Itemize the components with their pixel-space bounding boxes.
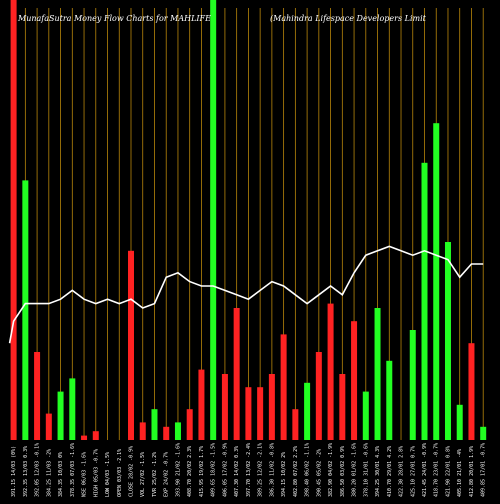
x-tick-label: 397.70 13/02 -2.4%	[246, 443, 252, 497]
x-tick-label: 389.25 12/02 -2.1%	[258, 443, 264, 497]
x-tick-label: 406.05 17/02 -0.9%	[222, 443, 228, 497]
bar	[444, 242, 451, 440]
x-tick-label: 390.45 05/02 -2%	[316, 449, 322, 497]
bar	[45, 413, 52, 440]
x-tick-label: 398.40 06/02 -1.1%	[305, 443, 311, 497]
flow-line-series	[8, 245, 484, 344]
x-tick-label: 412.80 20/01 1.9%	[469, 446, 475, 497]
bar	[362, 391, 369, 440]
bar	[315, 352, 322, 440]
x-tick-label: TVR 25/02 -1.2%	[152, 452, 158, 497]
bar	[128, 250, 134, 440]
flow-line	[8, 245, 484, 344]
x-tick-label: 421.90 22/01 0.8%	[445, 446, 451, 497]
x-tick-label: 415.95 19/02 1.7%	[199, 446, 205, 497]
x-tick-label: CLOSE 28/02 -0.9%	[129, 446, 135, 497]
bar	[10, 0, 17, 440]
bar	[339, 374, 346, 440]
bar	[409, 330, 416, 440]
x-tick-label: 384.25 11/03 -2%	[46, 449, 52, 497]
bar	[374, 308, 381, 440]
chart-title: MunafaSutra Money Flow Charts for MAHLIF…	[18, 14, 211, 23]
x-tick-label: LOW 04/03 -1.5%	[105, 452, 111, 497]
bar	[280, 334, 287, 440]
bar	[292, 409, 299, 440]
x-tick-label: 386.30 11/02 -0.8%	[269, 443, 275, 497]
x-axis-labels: 391.15 14/03 (0%) 392.35 13/03 0.3% 392.05…	[11, 443, 487, 497]
x-tick-label: 410.70 29/01 4.2%	[387, 446, 393, 497]
x-tick-label: 422.30 28/01 2.8%	[399, 446, 405, 497]
x-tick-label: 405.10 21/01 -4%	[457, 449, 463, 497]
bar	[210, 0, 217, 440]
x-tick-label: 382.90 04/02 -1.9%	[328, 443, 334, 497]
bar	[34, 352, 41, 440]
bar	[221, 374, 228, 440]
bar	[268, 374, 275, 440]
x-tick-label: EXP 24/02 -0.7%	[164, 452, 170, 497]
bar	[257, 387, 264, 440]
x-tick-label: 408.70 20/02 2.3%	[187, 446, 193, 497]
bar	[421, 162, 428, 441]
bar-series	[10, 0, 487, 441]
chart-subtitle: (Mahindra Lifespace Developers Limit	[270, 14, 426, 23]
bar	[22, 180, 29, 440]
x-tick-label: 394.15 10/02 2%	[281, 452, 287, 497]
x-tick-label: 394.25 30/01 4.3%	[375, 446, 381, 497]
x-tick-label: 378.10 31/01 -0.6%	[363, 443, 369, 497]
bar	[186, 409, 193, 440]
bar	[233, 308, 240, 440]
bar	[92, 431, 99, 440]
x-tick-label: NSE 06/03 -1.6%	[82, 452, 88, 497]
x-tick-label: 418.70 23/01 -0.7%	[434, 443, 440, 497]
bar	[456, 404, 463, 440]
bar	[433, 123, 440, 440]
bar	[304, 382, 311, 440]
bar	[245, 387, 252, 440]
bar	[174, 422, 181, 440]
bar	[163, 426, 170, 440]
x-tick-label: 392.35 13/03 0.3%	[23, 446, 29, 497]
bar	[480, 426, 487, 440]
bar	[81, 435, 88, 440]
x-tick-label: 409.85 17/01 -0.7%	[481, 443, 487, 497]
bar	[151, 409, 158, 440]
x-tick-label: 409.65 18/02 -1.5%	[211, 443, 217, 497]
x-tick-label: HIGH 05/03 -0.7%	[93, 449, 99, 497]
x-tick-label: 421.45 24/01 -0.9%	[422, 443, 428, 497]
bar	[139, 422, 146, 440]
x-tick-label: 378.35 07/03 -1.6%	[70, 443, 76, 497]
x-tick-label: 392.05 12/03 -0.1%	[35, 443, 41, 497]
x-tick-label: 402.80 07/02 2.2%	[293, 446, 299, 497]
x-tick-label: OPEN 03/03 -2.1%	[117, 449, 123, 497]
x-tick-label: 391.15 14/03 (0%)	[11, 446, 17, 497]
bar	[351, 321, 358, 440]
bar	[386, 360, 393, 440]
bar	[57, 391, 64, 440]
x-tick-label: 384.35 10/03 0%	[58, 452, 64, 497]
bar	[327, 303, 334, 440]
x-tick-label: 386.50 03/02 0.9%	[340, 446, 346, 497]
x-tick-label: 425.10 27/01 0.7%	[410, 446, 416, 497]
bar	[468, 343, 475, 440]
x-tick-label: 393.90 21/02 -1.6%	[175, 443, 181, 497]
x-tick-label: VOL 27/02 -1.5%	[140, 452, 146, 497]
bar	[69, 378, 76, 440]
bar	[198, 369, 205, 440]
x-tick-label: 380.20 01/02 -1.6%	[352, 443, 358, 497]
x-tick-label: 407.30 14/02 0.3%	[234, 446, 240, 497]
